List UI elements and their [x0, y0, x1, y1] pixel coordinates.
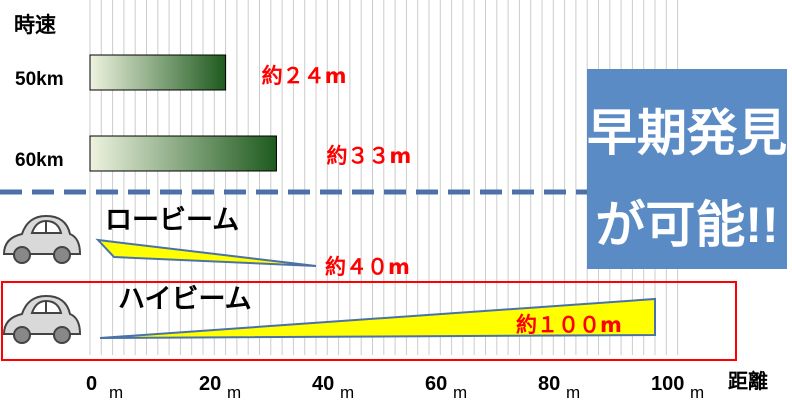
- callout-background: [587, 69, 787, 269]
- braking-distance-label: 約２４m: [262, 64, 347, 88]
- low-beam-name: ロービーム: [105, 205, 239, 236]
- x-tick-value: 40: [312, 373, 334, 395]
- high-beam-cone: [99, 297, 656, 339]
- car-wheel: [53, 326, 71, 344]
- car-body: [2, 294, 82, 335]
- callout-line-1: 早期発見: [587, 105, 787, 161]
- x-tick-unit: m: [109, 383, 123, 402]
- x-tick-value: 80: [538, 373, 560, 395]
- x-tick: 80 m: [538, 373, 580, 402]
- car-wheel: [13, 246, 31, 264]
- x-tick-unit: m: [566, 383, 580, 402]
- x-axis-label: 距離: [728, 369, 768, 393]
- braking-distance-bars: 50km 約２４m 60km 約３３m: [15, 54, 411, 172]
- car-wheel: [13, 326, 31, 344]
- x-tick-value: 60: [425, 373, 447, 395]
- braking-bar: [89, 135, 277, 172]
- low-beam-cone: [95, 238, 317, 267]
- car-body: [2, 214, 82, 255]
- x-tick-value: 20: [199, 373, 221, 395]
- x-tick: 20 m: [199, 373, 241, 402]
- speed-label: 60km: [15, 150, 64, 171]
- x-tick-unit: m: [340, 383, 354, 402]
- x-tick-unit: m: [690, 383, 704, 402]
- callout-line-2: が可能!!: [595, 197, 778, 253]
- speed-axis-label: 時速: [14, 13, 56, 37]
- x-tick-value: 100: [651, 373, 684, 395]
- callout-box: 早期発見 が可能!!: [587, 69, 787, 269]
- x-tick: 40 m: [312, 373, 354, 402]
- car-icon: [2, 294, 82, 344]
- high-beam-distance-label: 約１００m: [516, 313, 622, 337]
- x-tick-value: 0: [86, 373, 97, 395]
- speed-label: 50km: [15, 69, 64, 90]
- car-icon: [2, 214, 82, 264]
- x-axis: 0 m 20 m 40 m 60 m 80 m 100 m: [86, 373, 704, 402]
- car-wheel: [53, 246, 71, 264]
- x-tick: 100 m: [651, 373, 704, 402]
- braking-distance-label: 約３３m: [326, 144, 411, 168]
- high-beam-name: ハイビーム: [118, 284, 252, 315]
- braking-bar: [89, 54, 227, 91]
- x-tick-unit: m: [227, 383, 241, 402]
- high-beam-highlight-frame: [1, 281, 737, 361]
- x-tick: 60 m: [425, 373, 467, 402]
- low-beam-distance-label: 約４０m: [325, 255, 410, 279]
- x-tick-unit: m: [453, 383, 467, 402]
